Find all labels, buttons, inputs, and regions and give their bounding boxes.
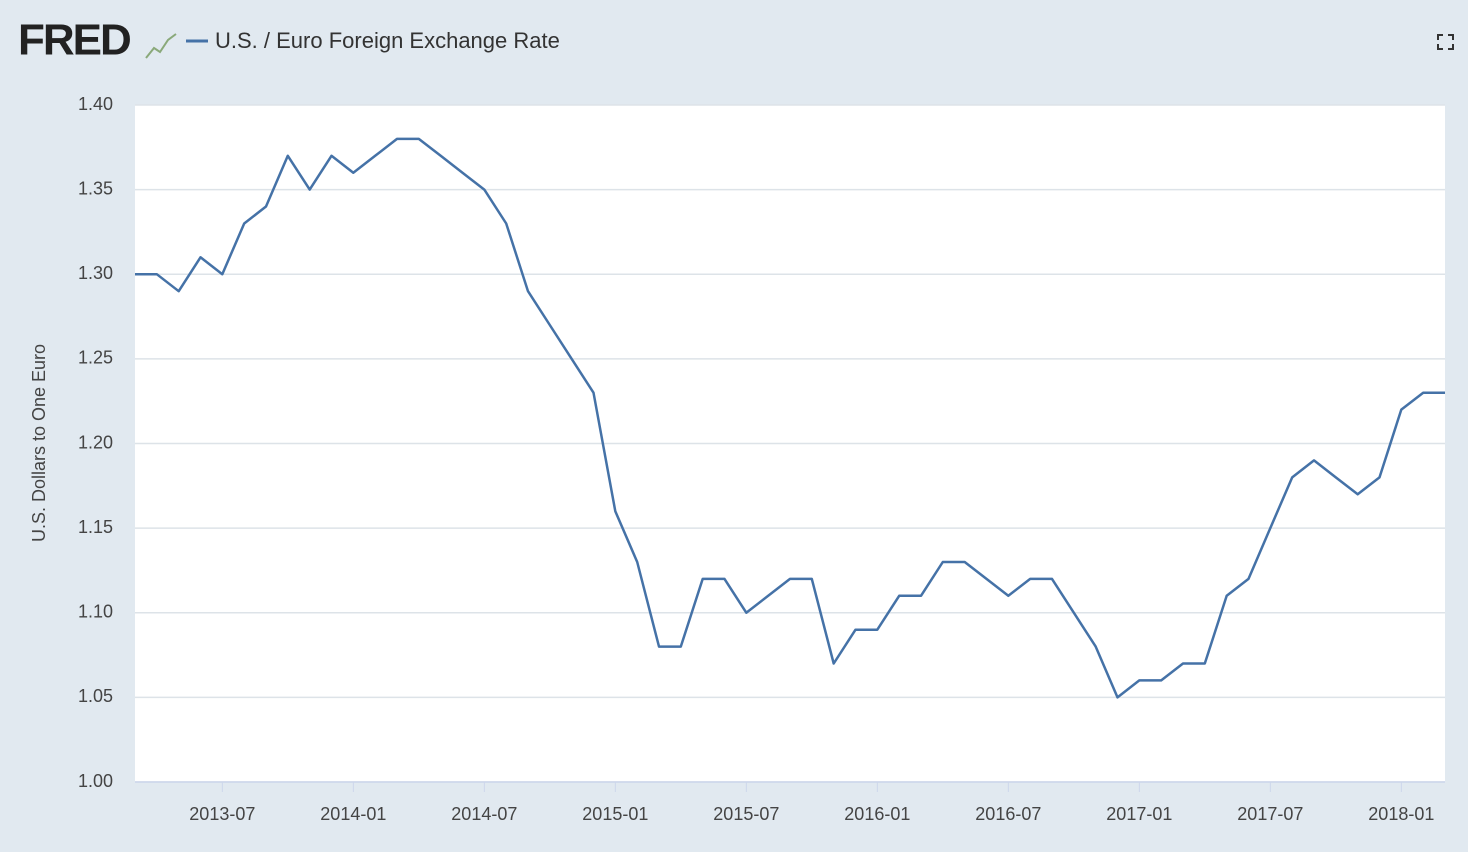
x-tick-label: 2018-01 xyxy=(1368,804,1434,824)
x-tick-label: 2017-07 xyxy=(1237,804,1303,824)
x-tick-label: 2017-01 xyxy=(1106,804,1172,824)
x-tick-label: 2014-07 xyxy=(451,804,517,824)
data-line xyxy=(135,137,1445,699)
y-tick-label: 1.35 xyxy=(78,178,113,198)
fullscreen-icon[interactable] xyxy=(1437,34,1454,50)
y-tick-label: 1.10 xyxy=(78,602,113,622)
logo: FRED xyxy=(18,16,130,65)
y-tick-label: 1.30 xyxy=(78,263,113,283)
y-tick-label: 1.25 xyxy=(78,348,113,368)
x-tick-label: 2015-01 xyxy=(582,804,648,824)
x-tick-label: 2013-07 xyxy=(189,804,255,824)
chart-title: U.S. / Euro Foreign Exchange Rate xyxy=(215,28,560,53)
y-tick-label: 1.05 xyxy=(78,686,113,706)
y-tick-label: 1.00 xyxy=(78,771,113,791)
y-tick-label: 1.15 xyxy=(78,517,113,537)
x-tick-label: 2014-01 xyxy=(320,804,386,824)
x-tick-label: 2016-07 xyxy=(975,804,1041,824)
x-tick-label: 2016-01 xyxy=(844,804,910,824)
y-axis-label: U.S. Dollars to One Euro xyxy=(29,344,49,542)
x-tick-label: 2015-07 xyxy=(713,804,779,824)
y-tick-label: 1.40 xyxy=(78,94,113,114)
y-tick-label: 1.20 xyxy=(78,432,113,452)
logo-icon xyxy=(145,33,177,59)
